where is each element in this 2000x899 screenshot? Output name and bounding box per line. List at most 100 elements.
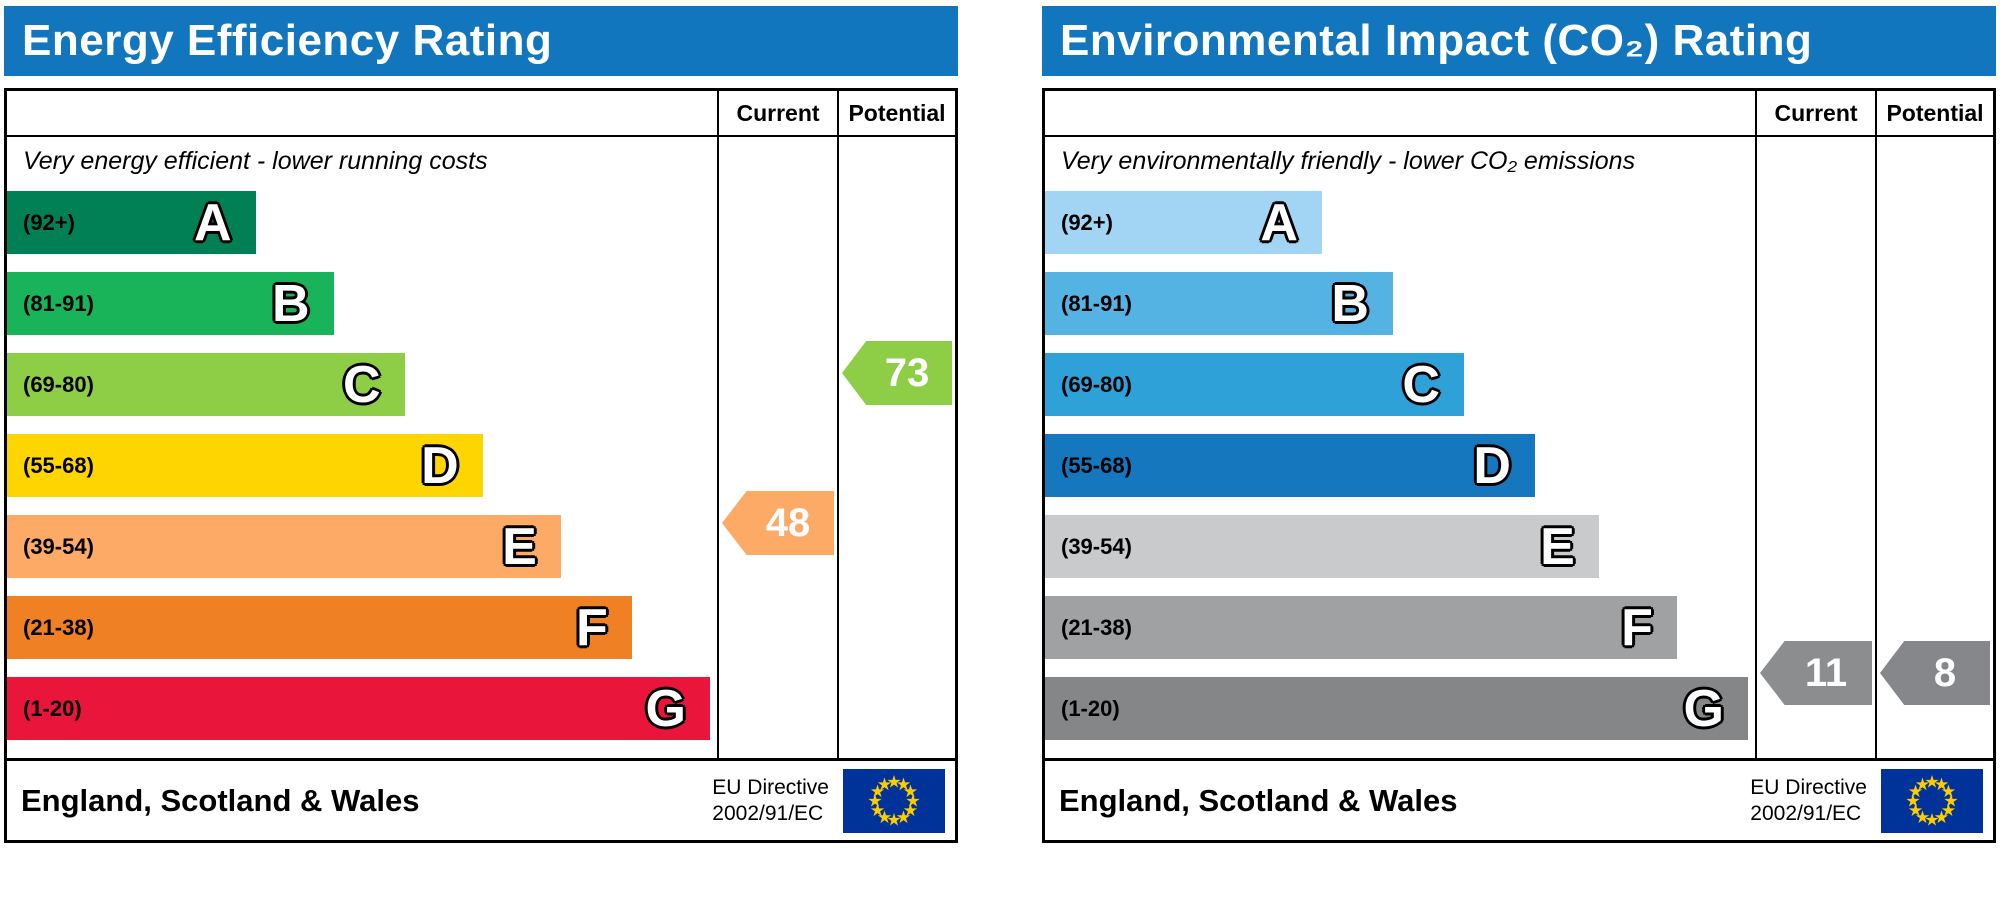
potential-rating-arrow: 73 [842,341,952,405]
bottom-caption: Not environmentally friendly - higher CO… [1045,752,1755,758]
band-range: (81-91) [23,290,94,316]
band-d: (55-68) D [1045,434,1535,497]
header-spacer [1045,91,1755,135]
eu-directive-line2: 2002/91/EC [1750,801,1862,825]
region-label: England, Scotland & Wales [1059,782,1458,818]
band-range: (55-68) [23,452,94,478]
band-letter: C [1402,355,1440,414]
eu-directive-line2: 2002/91/EC [712,801,824,825]
chart-title-bar: Energy Efficiency Rating [4,6,958,76]
band-row: (39-54) E [7,515,717,590]
band-letter: G [645,679,686,738]
header-spacer [7,91,717,135]
band-c: (69-80) C [1045,353,1464,416]
band-row: (92+) A [1045,191,1755,266]
potential-column: 8 [1875,137,1993,758]
band-range: (92+) [23,209,75,235]
band-letter: D [421,436,459,495]
band-range: (81-91) [1061,290,1132,316]
band-letter: B [1331,274,1369,333]
band-row: (69-80) C [1045,353,1755,428]
band-range: (39-54) [23,533,94,559]
band-range: (39-54) [1061,533,1132,559]
band-letter: E [502,517,537,576]
band-row: (92+) A [7,191,717,266]
band-range: (69-80) [1061,371,1132,397]
rating-table: Current Potential Very energy efficient … [4,88,958,843]
band-a: (92+) A [7,191,256,254]
table-footer: England, Scotland & Wales EU Directive 2… [1045,758,1993,840]
epc-ratings-page: Energy Efficiency Rating Current Potenti… [4,6,1996,843]
potential-column-header: Potential [1875,91,1993,135]
potential-column-header: Potential [837,91,955,135]
band-row: (55-68) D [7,434,717,509]
band-letter: A [193,193,232,252]
band-range: (55-68) [1061,452,1132,478]
band-range: (1-20) [23,695,82,721]
band-range: (1-20) [1061,695,1120,721]
eu-directive-label: EU Directive 2002/91/EC [1750,775,1881,825]
current-rating-value: 48 [765,500,811,545]
band-letter: A [1260,193,1298,252]
band-letter: G [1683,679,1724,738]
current-column: 11 [1755,137,1875,758]
band-letter: C [343,355,381,414]
band-letter: D [1473,436,1511,495]
band-letter: F [1621,598,1653,657]
band-f: (21-38) F [7,596,632,659]
band-g: (1-20) G [1045,677,1748,740]
bands-area: Very energy efficient - lower running co… [7,137,717,758]
top-caption: Very energy efficient - lower running co… [23,146,488,175]
top-caption: Very environmentally friendly - lower CO… [1061,146,1636,175]
band-row: (1-20) G [7,677,717,752]
band-e: (39-54) E [7,515,561,578]
rating-table: Current Potential Very environmentally f… [1042,88,1996,843]
table-header-row: Current Potential [1045,91,1993,137]
band-c: (69-80) C [7,353,405,416]
current-column-header: Current [717,91,837,135]
eu-directive-line1: EU Directive [1750,776,1867,800]
table-body: Very energy efficient - lower running co… [7,137,955,758]
energy-efficiency-rating-panel: Energy Efficiency Rating Current Potenti… [4,6,958,843]
potential-rating-arrow: 8 [1880,641,1990,705]
eu-flag-icon [843,768,945,833]
chart-title-bar: Environmental Impact (CO₂) Rating [1042,6,1996,76]
current-rating-value: 11 [1804,650,1848,695]
eu-directive-label: EU Directive 2002/91/EC [712,775,843,825]
table-footer: England, Scotland & Wales EU Directive 2… [7,758,955,840]
current-column-header: Current [1755,91,1875,135]
band-f: (21-38) F [1045,596,1677,659]
band-b: (81-91) B [7,272,334,335]
band-b: (81-91) B [1045,272,1393,335]
band-row: (69-80) C [7,353,717,428]
eu-directive-line1: EU Directive [712,776,829,800]
current-rating-arrow: 11 [1760,641,1872,705]
band-range: (21-38) [1061,614,1132,640]
band-row: (81-91) B [1045,272,1755,347]
band-letter: B [272,274,310,333]
bands-area: Very environmentally friendly - lower CO… [1045,137,1755,758]
band-g: (1-20) G [7,677,710,740]
band-row: (81-91) B [7,272,717,347]
current-rating-arrow: 48 [722,491,834,555]
band-row: (21-38) F [1045,596,1755,671]
band-row: (39-54) E [1045,515,1755,590]
region-label: England, Scotland & Wales [21,782,420,818]
table-header-row: Current Potential [7,91,955,137]
band-letter: F [576,598,608,657]
band-range: (69-80) [23,371,94,397]
chart-title: Energy Efficiency Rating [22,16,553,65]
potential-column: 73 [837,137,955,758]
eu-flag-icon [1881,768,1983,833]
environmental-impact-rating-panel: Environmental Impact (CO₂) Rating Curren… [1042,6,1996,843]
band-e: (39-54) E [1045,515,1599,578]
table-body: Very environmentally friendly - lower CO… [1045,137,1993,758]
chart-title: Environmental Impact (CO₂) Rating [1060,16,1813,65]
current-column: 48 [717,137,837,758]
band-range: (92+) [1061,209,1113,235]
bottom-caption: Not energy efficient - higher running co… [7,752,717,758]
potential-rating-value: 8 [1933,650,1957,695]
band-range: (21-38) [23,614,94,640]
band-letter: E [1540,517,1575,576]
band-a: (92+) A [1045,191,1322,254]
